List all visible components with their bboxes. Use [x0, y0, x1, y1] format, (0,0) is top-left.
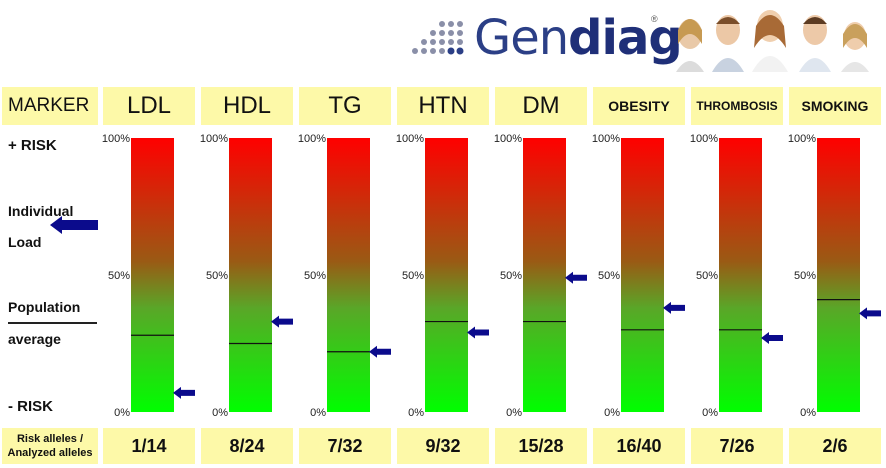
- risk-bar-obesity: [621, 138, 664, 412]
- tick-label-htn: 0%: [408, 407, 424, 419]
- risk-bar-htn: [425, 138, 468, 412]
- tick-label-obesity: 0%: [604, 407, 620, 419]
- individual-load-arrow-smoking: [859, 307, 881, 320]
- individual-load-arrow-thrombosis: [761, 332, 783, 345]
- individual-load-arrow-hdl: [271, 315, 293, 328]
- marker-obesity: OBESITY: [593, 87, 685, 125]
- logo-wordmark: Gendiag: [474, 10, 683, 66]
- marker-thrombosis: THROMBOSIS: [691, 87, 783, 125]
- risk-bar-tg: [327, 138, 370, 412]
- tick-label-obesity: 100%: [592, 133, 620, 145]
- tick-label-dm: 50%: [500, 270, 522, 282]
- tick-label-htn: 100%: [396, 133, 424, 145]
- tick-label-tg: 100%: [298, 133, 326, 145]
- individual-load-arrow-htn: [467, 326, 489, 339]
- load-label: Load: [8, 234, 42, 250]
- population-divider: [8, 322, 97, 324]
- footer-line-2: Analyzed alleles: [7, 447, 93, 459]
- tick-label-smoking: 50%: [794, 270, 816, 282]
- ratio-tg: 7/32: [299, 428, 391, 464]
- tick-label-thrombosis: 50%: [696, 270, 718, 282]
- tick-label-thrombosis: 100%: [690, 133, 718, 145]
- ratio-smoking: 2/6: [789, 428, 881, 464]
- marker-dm: DM: [495, 87, 587, 125]
- tick-label-tg: 50%: [304, 270, 326, 282]
- ratio-dm: 15/28: [495, 428, 587, 464]
- tick-label-smoking: 100%: [788, 133, 816, 145]
- alleles-footer-label: Risk alleles / Analyzed alleles: [2, 428, 98, 464]
- marker-smoking: SMOKING: [789, 87, 881, 125]
- risk-bar-smoking: [817, 138, 860, 412]
- tick-label-dm: 100%: [494, 133, 522, 145]
- tick-label-smoking: 0%: [800, 407, 816, 419]
- tick-label-tg: 0%: [310, 407, 326, 419]
- individual-load-arrow-dm: [565, 271, 587, 284]
- individual-label: Individual: [8, 203, 74, 219]
- plus-risk-label: + RISK: [8, 137, 57, 154]
- marker-hdl: HDL: [201, 87, 293, 125]
- tick-label-ldl: 0%: [114, 407, 130, 419]
- marker-ldl: LDL: [103, 87, 195, 125]
- registered-mark: ®: [651, 14, 658, 24]
- marker-htn: HTN: [397, 87, 489, 125]
- individual-load-arrow-ldl: [173, 386, 195, 399]
- legend-arrow-icon: [50, 216, 98, 234]
- risk-bar-thrombosis: [719, 138, 762, 412]
- individual-load-arrow-tg: [369, 345, 391, 358]
- ratio-ldl: 1/14: [103, 428, 195, 464]
- minus-risk-label: - RISK: [8, 398, 53, 415]
- gendiag-logo: Gendiag ®: [408, 8, 683, 68]
- tick-label-obesity: 50%: [598, 270, 620, 282]
- marker-header: MARKER: [2, 87, 98, 125]
- people-photo: [676, 10, 869, 72]
- risk-bar-dm: [523, 138, 566, 412]
- tick-label-htn: 50%: [402, 270, 424, 282]
- tick-label-hdl: 100%: [200, 133, 228, 145]
- tick-label-thrombosis: 0%: [702, 407, 718, 419]
- risk-bar-ldl: [131, 138, 174, 412]
- risk-bar-hdl: [229, 138, 272, 412]
- logo-dots-icon: [412, 21, 464, 55]
- tick-label-hdl: 0%: [212, 407, 228, 419]
- marker-tg: TG: [299, 87, 391, 125]
- individual-load-arrow-obesity: [663, 301, 685, 314]
- population-label: Population: [8, 299, 81, 315]
- ratio-obesity: 16/40: [593, 428, 685, 464]
- footer-line-1: Risk alleles /: [16, 433, 84, 445]
- ratio-htn: 9/32: [397, 428, 489, 464]
- average-label: average: [8, 331, 61, 347]
- tick-label-dm: 0%: [506, 407, 522, 419]
- tick-label-hdl: 50%: [206, 270, 228, 282]
- ratio-hdl: 8/24: [201, 428, 293, 464]
- ratio-thrombosis: 7/26: [691, 428, 783, 464]
- tick-label-ldl: 50%: [108, 270, 130, 282]
- tick-label-ldl: 100%: [102, 133, 130, 145]
